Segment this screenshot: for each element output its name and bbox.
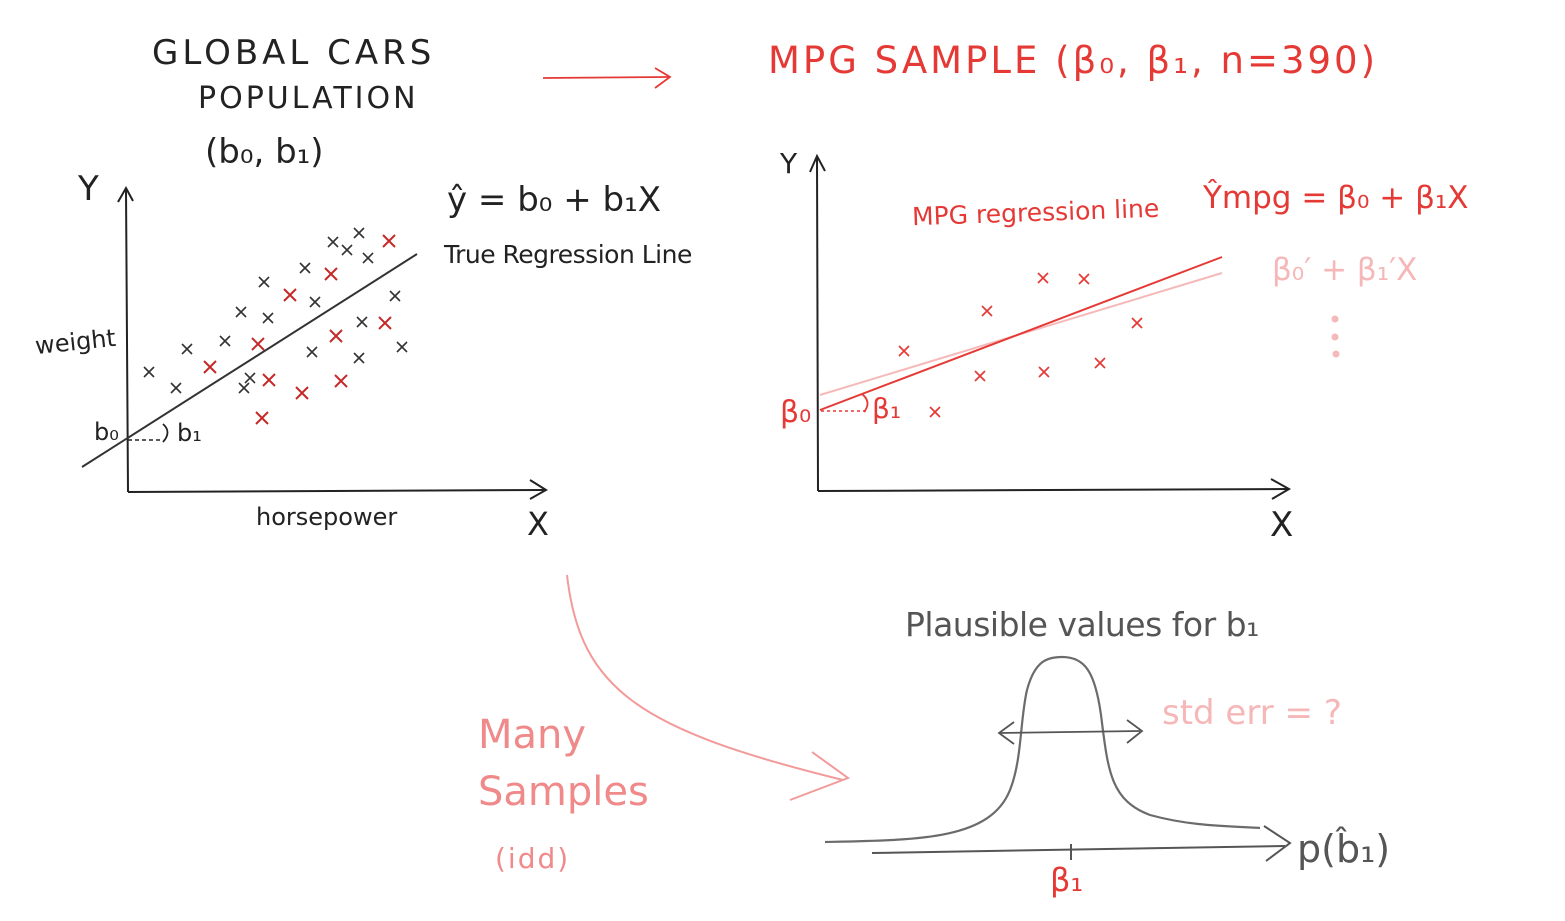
population-point-red	[378, 316, 392, 330]
slope-arc	[162, 423, 169, 443]
population-slope: b₁	[177, 419, 202, 447]
std-err-arrow-left	[997, 721, 1015, 745]
population-point	[306, 346, 318, 358]
many-samples-arrow	[566, 574, 851, 801]
population-point	[181, 343, 193, 355]
sample-point	[1094, 357, 1106, 369]
sample-title: MPG SAMPLE (β₀, β₁, n=390)	[768, 39, 1379, 82]
population-point	[389, 290, 401, 302]
population-point	[262, 312, 274, 324]
sample-point	[1038, 366, 1050, 378]
std-err-label: std err = ?	[1162, 693, 1342, 733]
population-point-red	[329, 329, 343, 343]
many-samples-line1: Many	[478, 712, 587, 758]
population-y-axis-label: Y	[78, 169, 99, 209]
population-black-points	[143, 227, 408, 394]
distribution-center-label: β₁	[1050, 861, 1084, 899]
sample-plot	[809, 153, 1340, 500]
population-point-red	[382, 234, 396, 248]
distribution-axis	[871, 845, 1286, 854]
population-point-red	[262, 373, 276, 387]
sample-point	[981, 305, 993, 317]
sample-point	[929, 406, 941, 418]
sample-point	[1078, 273, 1090, 285]
population-point	[309, 296, 321, 308]
population-point	[219, 335, 231, 347]
population-x-variable: horsepower	[256, 503, 398, 531]
mpg-equation: Ŷmpg = β₀ + β₁X	[1203, 180, 1469, 216]
true-regression-line-label: True Regression Line	[444, 240, 692, 269]
population-x-axis-label: X	[527, 505, 549, 543]
sampling-distribution	[824, 655, 1292, 862]
population-equation: ŷ = b₀ + b₁X	[447, 180, 662, 220]
population-point-red	[255, 411, 269, 425]
sample-x-arrowhead	[1270, 478, 1292, 500]
sample-points	[898, 272, 1143, 418]
sample-point	[974, 370, 986, 382]
population-point-red	[324, 267, 338, 281]
alt-line-equation: β₀′ + β₁′X	[1272, 252, 1418, 288]
population-point	[258, 276, 270, 288]
sample-y-axis-label: Y	[780, 147, 798, 180]
population-point-red	[251, 337, 265, 351]
std-err-arrow-right	[1126, 719, 1144, 744]
population-point-red	[203, 360, 217, 374]
population-point	[353, 227, 365, 239]
distribution-title: Plausible values for b₁	[905, 605, 1259, 644]
population-point	[170, 382, 182, 394]
population-point	[356, 316, 368, 328]
population-to-sample-arrow	[542, 67, 672, 89]
population-point	[353, 352, 365, 364]
population-point	[327, 236, 339, 248]
population-red-points	[203, 234, 396, 425]
population-y-axis	[125, 189, 129, 493]
population-x-axis	[127, 489, 546, 493]
sample-slope: β₁	[872, 392, 902, 425]
sample-point	[1131, 317, 1143, 329]
population-point	[396, 341, 408, 353]
distribution-axis-label: p(b̂₁)	[1297, 827, 1391, 871]
population-intercept: b₀	[94, 418, 119, 446]
sample-point	[898, 345, 910, 357]
mpg-regression-line	[819, 256, 1223, 411]
sample-x-axis	[817, 488, 1289, 492]
population-point	[238, 382, 250, 394]
sample-x-axis-label: X	[1270, 505, 1294, 545]
std-err-arrow	[999, 730, 1141, 734]
true-regression-line	[81, 253, 418, 468]
population-point	[362, 252, 374, 264]
population-title-line2: POPULATION	[198, 81, 419, 116]
sample-intercept: β₀	[780, 395, 812, 430]
sample-y-axis	[816, 157, 819, 492]
sample-point	[1037, 272, 1049, 284]
population-y-arrowhead	[117, 185, 134, 203]
population-point-red	[295, 386, 309, 400]
population-x-arrowhead	[529, 479, 548, 500]
many-samples-line2: Samples	[478, 769, 649, 815]
population-plot	[81, 185, 548, 500]
population-point	[299, 262, 311, 274]
population-point	[341, 244, 353, 256]
population-point-red	[283, 288, 297, 302]
population-point	[244, 372, 256, 384]
distribution-axis-arrowhead	[1263, 825, 1292, 862]
population-title-line1: GLOBAL CARS	[152, 33, 436, 73]
sample-y-arrowhead	[809, 153, 826, 173]
more-lines-dots	[1331, 315, 1340, 358]
population-point	[235, 306, 247, 318]
many-samples-line3: (idd)	[495, 842, 571, 875]
beta1-arc	[861, 393, 869, 413]
population-point	[143, 366, 155, 378]
bell-curve	[824, 655, 1261, 844]
population-point-red	[334, 374, 348, 388]
population-params: (b₀, b₁)	[205, 132, 324, 172]
